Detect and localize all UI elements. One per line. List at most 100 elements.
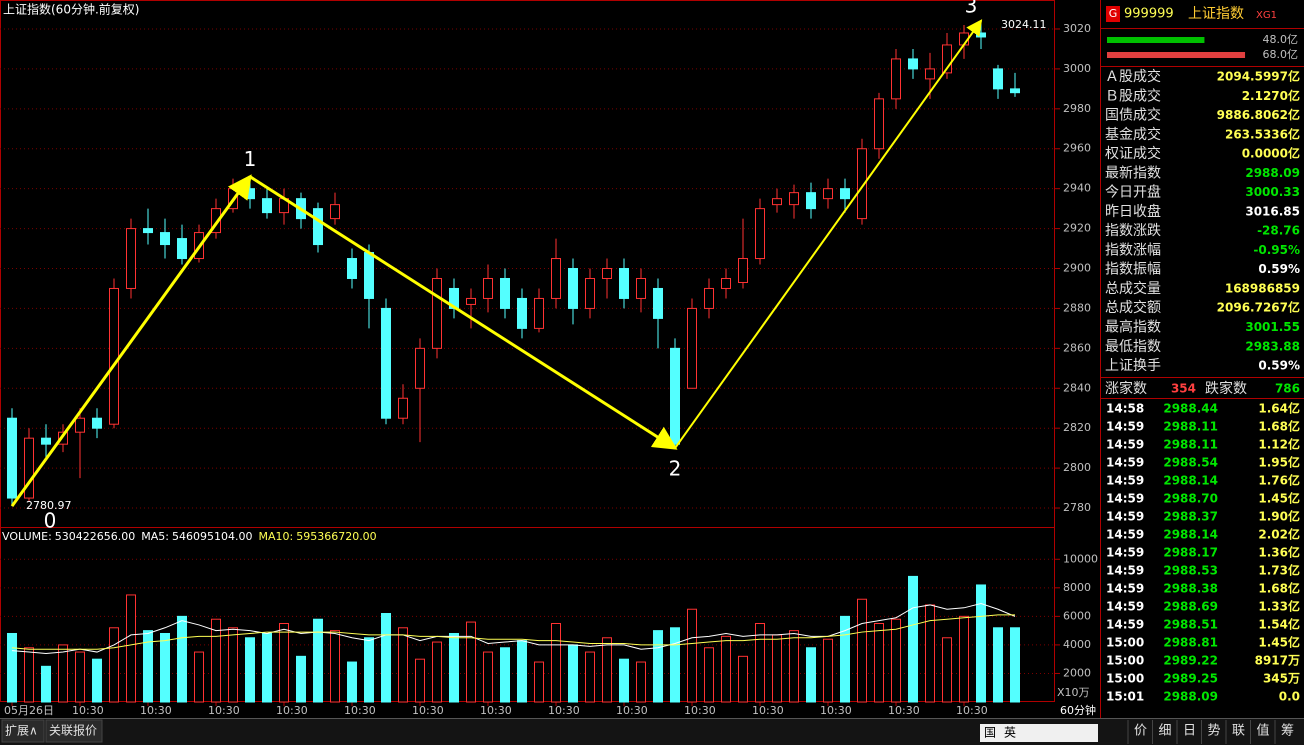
tick-time: 14:59 <box>1106 492 1144 506</box>
stat-label: 最新指数 <box>1105 165 1161 181</box>
volume-bar <box>874 623 884 703</box>
y-tick-label: 2960 <box>1063 142 1091 155</box>
candle-body <box>534 297 544 329</box>
tick-volume: 1.73亿 <box>1258 563 1300 578</box>
tick-volume: 1.95亿 <box>1258 455 1300 470</box>
stat-label: Ｂ股成交 <box>1105 87 1161 104</box>
y-tick-label: 2780 <box>1063 501 1091 514</box>
volume-bar <box>347 661 357 703</box>
stat-value: 2983.88 <box>1245 339 1300 353</box>
x-tick-label: 10:30 <box>72 704 104 717</box>
volume-bar <box>789 630 799 703</box>
x-tick-label: 10:30 <box>276 704 308 717</box>
stat-label: 总成交量 <box>1105 280 1161 297</box>
volume-bar <box>653 630 663 703</box>
volume-bar <box>517 640 527 703</box>
tab-box[interactable] <box>1 719 45 743</box>
x-tick-label: 10:30 <box>888 704 920 717</box>
volume-bar <box>415 658 425 703</box>
volume-bar <box>585 651 595 703</box>
button[interactable]: 日 <box>1183 724 1196 739</box>
tab-box[interactable] <box>45 719 103 743</box>
name: 上证指数 <box>1188 6 1244 22</box>
tick-price: 2988.53 <box>1163 564 1218 578</box>
x-tick-label: 10:30 <box>616 704 648 717</box>
tab[interactable]: 扩展∧ <box>5 724 38 738</box>
candle-body <box>160 232 170 246</box>
stat-value: 168986859 <box>1225 281 1300 295</box>
tick-volume: 1.45亿 <box>1258 635 1300 650</box>
ma-line <box>11 614 1015 650</box>
tab[interactable]: 关联报价 <box>49 723 97 738</box>
flow-bar <box>1107 52 1246 58</box>
stat-value: -28.76 <box>1257 224 1300 238</box>
volume-bar <box>7 632 17 703</box>
tick-time: 14:59 <box>1106 510 1144 524</box>
volume-bar <box>381 613 391 703</box>
wave-arrow <box>249 175 678 450</box>
candle-body <box>109 287 119 425</box>
candle-body <box>772 198 782 206</box>
tick-time: 14:59 <box>1106 618 1144 632</box>
volume-bar <box>534 661 544 703</box>
volume-bar <box>262 632 272 703</box>
tick-time: 14:59 <box>1106 456 1144 470</box>
button[interactable]: 细 <box>1159 724 1172 739</box>
candle-body <box>891 58 901 100</box>
tick-price: 2988.11 <box>1163 420 1218 434</box>
volume-bar <box>398 627 408 703</box>
volume-bar <box>823 638 833 703</box>
stat-label: Ａ股成交 <box>1105 68 1161 85</box>
breadth-label: 跌家数 <box>1205 380 1247 397</box>
candle-body <box>262 198 272 214</box>
ma-line <box>11 602 1016 654</box>
code: 999999 <box>1124 7 1174 22</box>
volume-bar <box>466 621 476 703</box>
button[interactable]: 联 <box>1232 724 1245 739</box>
tick-price: 2988.81 <box>1163 636 1218 650</box>
tick-time: 14:58 <box>1106 402 1144 416</box>
volume-bar <box>636 661 646 703</box>
ime-item[interactable]: 英 <box>1004 726 1016 740</box>
breadth-up: 354 <box>1171 382 1196 396</box>
bottom-bar <box>0 718 1304 745</box>
candle-body <box>483 277 493 299</box>
x-tick-label: 10:30 <box>344 704 376 717</box>
candle-body <box>347 258 357 279</box>
volume-bar <box>670 627 680 703</box>
candle-body <box>143 228 153 234</box>
tick-volume: 1.90亿 <box>1258 509 1300 524</box>
tick-price: 2988.38 <box>1163 582 1218 596</box>
y-tick-label: 2920 <box>1063 222 1091 235</box>
volume-bar <box>806 647 816 703</box>
y-tick-label: 2860 <box>1063 341 1091 354</box>
candle-body <box>313 208 323 246</box>
volume-bar <box>92 658 102 703</box>
y-tick-label: 2900 <box>1063 262 1091 275</box>
ime-item[interactable]: 国 <box>984 726 996 740</box>
candle-body <box>925 68 935 80</box>
candle-body <box>245 188 255 200</box>
volume-bar <box>279 623 289 703</box>
tag: XG1 <box>1256 10 1277 21</box>
candle-body <box>364 252 374 299</box>
x-tick-label: 10:30 <box>956 704 988 717</box>
tick-volume: 2.02亿 <box>1258 527 1300 542</box>
tick-price: 2988.14 <box>1163 528 1218 542</box>
tick-price: 2988.44 <box>1163 402 1218 416</box>
stat-label: 国债成交 <box>1105 107 1161 124</box>
wave-label: 1 <box>244 147 257 171</box>
button[interactable]: 价 <box>1134 724 1147 739</box>
button[interactable]: 值 <box>1257 723 1270 739</box>
button[interactable]: 势 <box>1208 723 1221 739</box>
candle-body <box>466 297 476 305</box>
candle-body <box>602 268 612 279</box>
volume-bar <box>908 575 918 703</box>
badge-box <box>1106 6 1120 22</box>
button[interactable]: 筹 <box>1281 723 1294 739</box>
tick-time: 15:00 <box>1106 654 1144 668</box>
candle-body <box>670 347 680 445</box>
stat-value: 3000.33 <box>1245 185 1300 199</box>
tick-time: 14:59 <box>1106 438 1144 452</box>
stat-label: 今日开盘 <box>1105 184 1161 201</box>
